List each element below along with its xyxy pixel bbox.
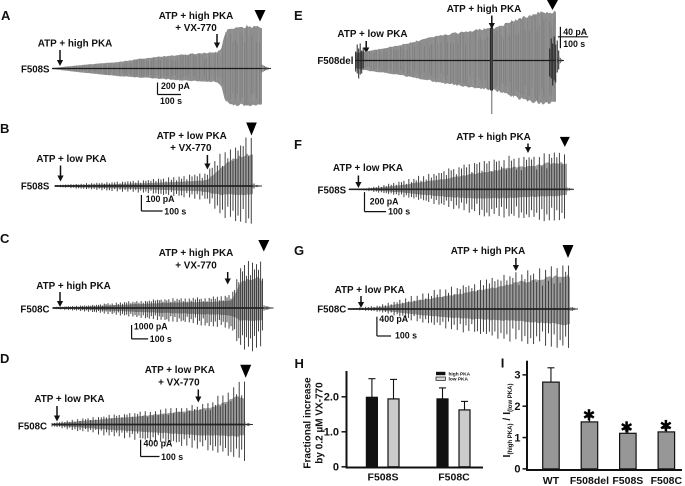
svg-text:high PKA: high PKA	[449, 371, 471, 377]
svg-text:ATP + low PKA: ATP + low PKA	[145, 365, 215, 376]
svg-text:1.0: 1.0	[324, 427, 339, 439]
svg-text:D: D	[0, 351, 9, 366]
svg-text:F508C: F508C	[317, 305, 346, 316]
svg-text:F508S: F508S	[21, 182, 50, 193]
svg-text:100 s: 100 s	[160, 96, 182, 106]
svg-text:H: H	[295, 356, 304, 371]
svg-text:F508del: F508del	[570, 475, 609, 486]
svg-text:ATP + low PKA: ATP + low PKA	[335, 285, 405, 296]
svg-text:low PKA: low PKA	[449, 377, 469, 383]
svg-text:F508S: F508S	[21, 65, 50, 76]
svg-text:I(high PKA) / I(low PKA): I(high PKA) / I(low PKA)	[501, 384, 514, 458]
svg-text:G: G	[294, 243, 304, 258]
svg-text:+ VX-770: + VX-770	[175, 261, 217, 272]
svg-text:100 s: 100 s	[161, 452, 183, 462]
svg-text:ATP + high PKA: ATP + high PKA	[36, 281, 111, 292]
svg-text:ATP + high PKA: ATP + high PKA	[38, 39, 113, 50]
svg-text:F508C: F508C	[20, 305, 49, 316]
svg-text:+ VX-770: + VX-770	[170, 143, 212, 154]
svg-text:0: 0	[333, 462, 339, 474]
svg-text:I: I	[501, 356, 505, 371]
svg-text:Fractional increase: Fractional increase	[303, 377, 314, 469]
svg-text:F508C: F508C	[438, 472, 470, 484]
svg-text:F508C: F508C	[18, 422, 47, 433]
svg-text:0: 0	[514, 464, 520, 476]
svg-text:F508S: F508S	[612, 475, 643, 486]
svg-text:ATP + low PKA: ATP + low PKA	[34, 394, 104, 405]
svg-text:100 pA: 100 pA	[146, 194, 175, 204]
svg-text:3: 3	[514, 370, 520, 382]
svg-text:1: 1	[514, 432, 520, 444]
svg-text:ATP + high PKA: ATP + high PKA	[451, 246, 526, 257]
svg-text:F508S: F508S	[318, 186, 347, 197]
svg-text:ATP + high PKA: ATP + high PKA	[456, 132, 531, 143]
svg-text:100 s: 100 s	[563, 39, 585, 49]
svg-text:C: C	[0, 231, 10, 246]
svg-text:+ VX-770: + VX-770	[158, 378, 200, 389]
svg-text:F: F	[294, 137, 302, 152]
svg-text:ATP + low PKA: ATP + low PKA	[157, 131, 227, 142]
svg-text:F508del: F508del	[317, 56, 353, 67]
svg-text:40 pA: 40 pA	[563, 27, 588, 37]
svg-text:400 pA: 400 pA	[144, 439, 173, 449]
svg-text:ATP + high PKA: ATP + high PKA	[159, 11, 234, 22]
svg-text:200 pA: 200 pA	[161, 81, 190, 91]
svg-text:+ VX-770: + VX-770	[175, 23, 217, 34]
svg-text:F508S: F508S	[368, 472, 399, 484]
svg-text:2: 2	[514, 401, 520, 413]
svg-text:1000 pA: 1000 pA	[134, 322, 168, 332]
svg-text:E: E	[294, 8, 303, 23]
svg-text:F508C: F508C	[651, 475, 683, 486]
svg-text:ATP + high PKA: ATP + high PKA	[447, 4, 522, 15]
svg-text:by 0.2 µM VX-770: by 0.2 µM VX-770	[315, 382, 326, 464]
svg-text:B: B	[0, 121, 9, 136]
svg-text:ATP + low PKA: ATP + low PKA	[333, 163, 403, 174]
svg-text:ATP + high PKA: ATP + high PKA	[159, 248, 234, 259]
svg-text:A: A	[1, 8, 11, 23]
svg-text:WT: WT	[543, 475, 560, 486]
svg-text:400 pA: 400 pA	[379, 314, 408, 324]
svg-text:100 s: 100 s	[164, 207, 186, 217]
svg-text:100 s: 100 s	[388, 207, 410, 217]
svg-text:2.0: 2.0	[324, 392, 339, 404]
svg-text:ATP + low PKA: ATP + low PKA	[337, 29, 407, 40]
svg-text:ATP + low PKA: ATP + low PKA	[36, 154, 106, 165]
svg-text:100 s: 100 s	[150, 334, 172, 344]
svg-text:100 s: 100 s	[395, 330, 417, 340]
svg-text:200 pA: 200 pA	[370, 196, 399, 206]
